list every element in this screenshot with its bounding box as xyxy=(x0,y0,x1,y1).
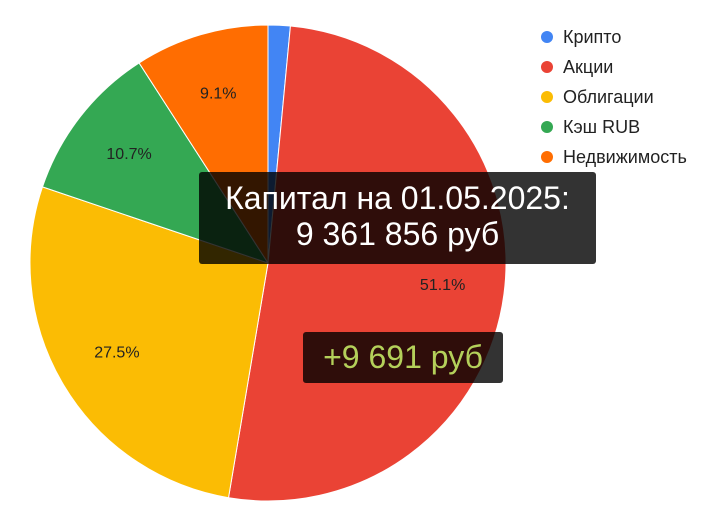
legend-label: Кэш RUB xyxy=(563,116,641,137)
legend-swatch-icon xyxy=(541,121,553,133)
capital-total-value: 9 361 856 руб xyxy=(295,216,500,252)
chart-legend: Крипто Акции Облигации Кэш RUB Недвижимость xyxy=(541,22,687,172)
legend-item-3: Кэш RUB xyxy=(541,112,687,142)
legend-label: Крипто xyxy=(563,26,622,47)
pie-slice-2 xyxy=(29,186,269,499)
legend-item-2: Облигации xyxy=(541,82,687,112)
legend-item-4: Недвижимость xyxy=(541,142,687,172)
legend-swatch-icon xyxy=(541,31,553,43)
capital-date-label: Капитал на 01.05.2025: xyxy=(225,180,570,216)
slice-data-label-1: 51.1% xyxy=(420,277,465,294)
slice-data-label-3: 10.7% xyxy=(106,146,151,163)
legend-label: Акции xyxy=(563,56,614,77)
legend-item-1: Акции xyxy=(541,52,687,82)
slice-data-label-2: 27.5% xyxy=(94,345,139,362)
legend-label: Недвижимость xyxy=(563,146,687,167)
capital-summary-box: Капитал на 01.05.2025: 9 361 856 руб xyxy=(199,172,596,264)
capital-change-badge: +9 691 руб xyxy=(303,332,503,383)
slice-data-label-4: 9.1% xyxy=(200,85,236,102)
legend-item-0: Крипто xyxy=(541,22,687,52)
legend-swatch-icon xyxy=(541,61,553,73)
legend-swatch-icon xyxy=(541,151,553,163)
legend-label: Облигации xyxy=(563,86,654,107)
legend-swatch-icon xyxy=(541,91,553,103)
